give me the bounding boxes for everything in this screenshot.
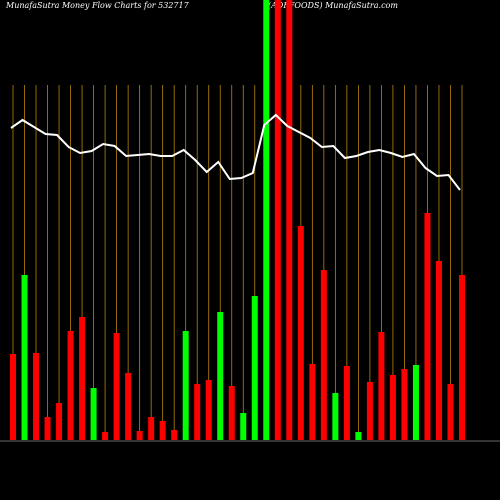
bar bbox=[366, 382, 373, 440]
bar bbox=[67, 331, 74, 440]
bar bbox=[21, 275, 28, 440]
line bbox=[10, 113, 461, 191]
bar bbox=[263, 0, 270, 440]
bar bbox=[205, 380, 212, 440]
bar bbox=[125, 373, 132, 440]
bar bbox=[56, 403, 63, 440]
bar bbox=[251, 296, 258, 440]
bar bbox=[332, 393, 339, 440]
bar bbox=[159, 421, 166, 440]
bar bbox=[355, 432, 362, 440]
bar bbox=[447, 384, 454, 440]
bar bbox=[378, 332, 385, 440]
bar bbox=[182, 331, 189, 440]
bar bbox=[136, 431, 143, 440]
bar bbox=[194, 384, 201, 440]
bar bbox=[44, 417, 51, 440]
bar bbox=[389, 375, 396, 440]
bar bbox=[286, 0, 293, 440]
bar bbox=[79, 317, 86, 440]
bar bbox=[320, 270, 327, 440]
bar bbox=[274, 0, 281, 440]
bar bbox=[343, 366, 350, 440]
chart-subtitle: (ADFFOODS) MunafaSutra.com bbox=[268, 1, 398, 10]
bar bbox=[309, 364, 316, 440]
bar bbox=[412, 365, 419, 440]
bar bbox=[90, 388, 97, 440]
chart-title: MunafaSutra Money Flow Charts for 532717 bbox=[5, 1, 190, 10]
bar bbox=[424, 213, 431, 440]
bar bbox=[297, 226, 304, 440]
bar bbox=[113, 333, 120, 440]
bar bbox=[435, 261, 442, 440]
bar bbox=[171, 430, 178, 440]
bar bbox=[228, 386, 235, 440]
bar bbox=[217, 312, 224, 440]
bar bbox=[240, 413, 247, 440]
bar bbox=[459, 275, 465, 440]
bar bbox=[148, 417, 155, 440]
bar bbox=[102, 432, 109, 440]
bar bbox=[10, 354, 16, 440]
bar bbox=[401, 369, 408, 440]
bar bbox=[33, 353, 40, 440]
